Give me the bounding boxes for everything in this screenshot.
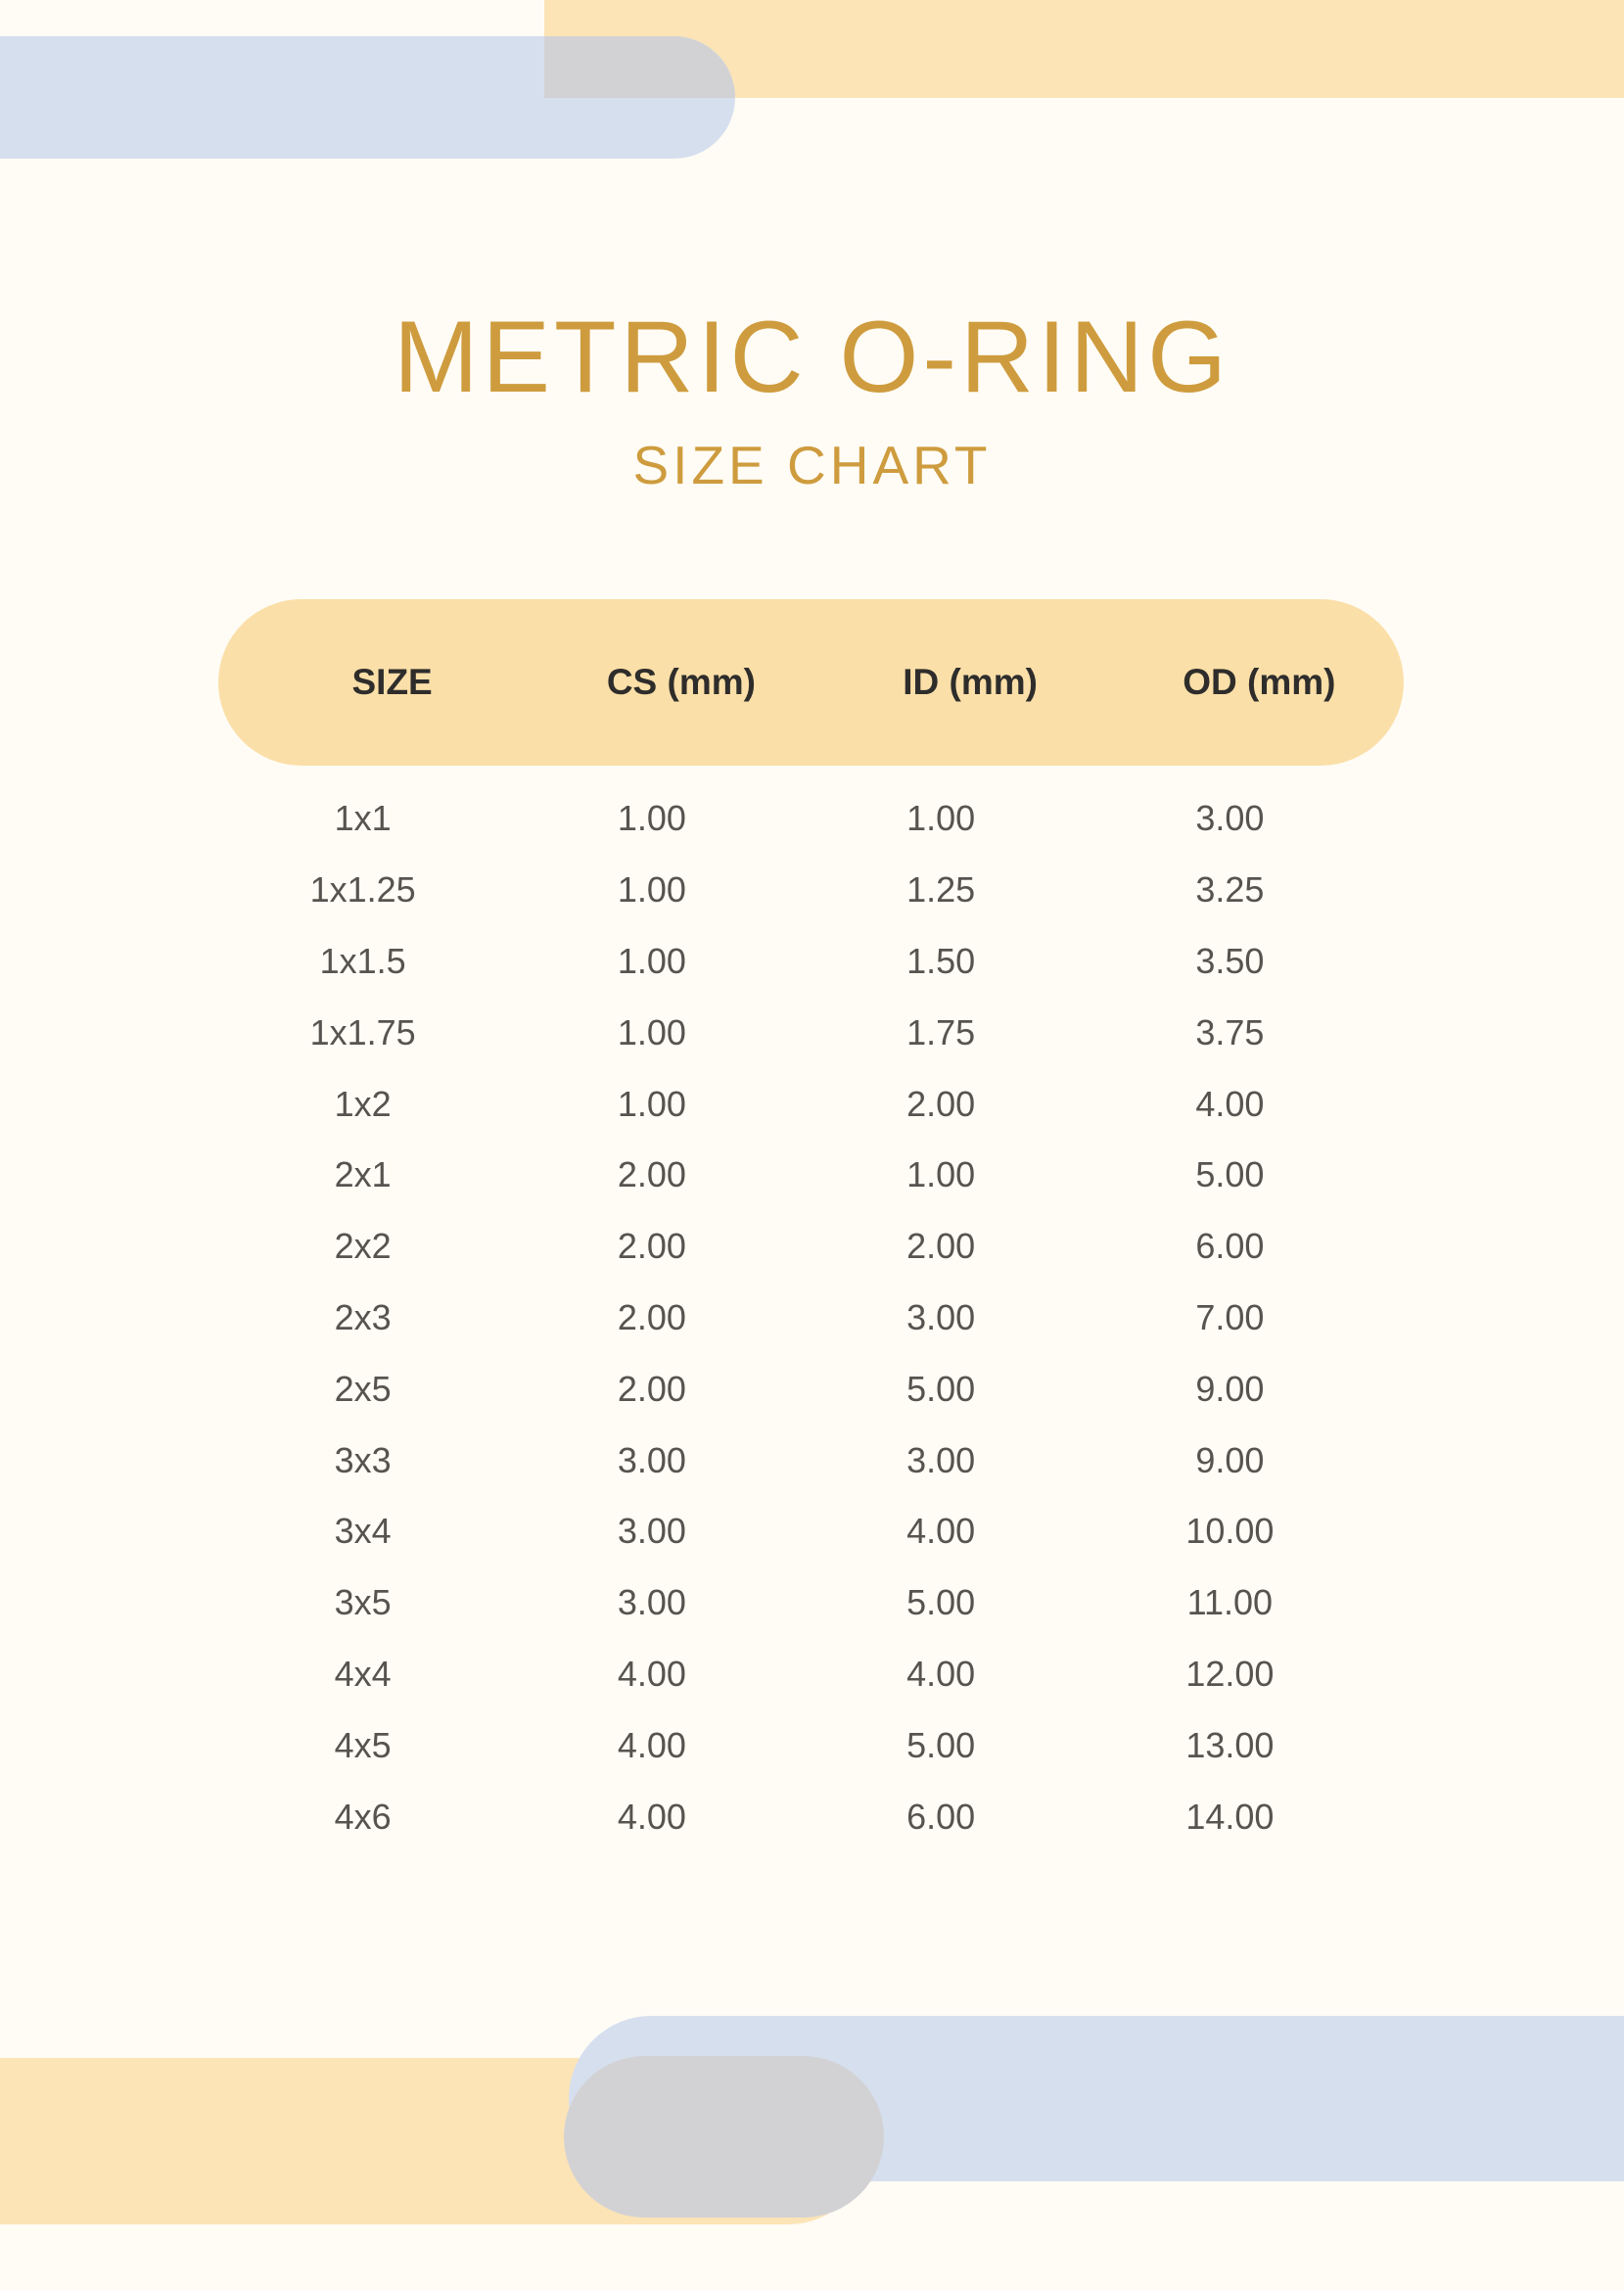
table-body: 1x1 1.00 1.00 3.00 1x1.25 1.00 1.25 3.25 1x1.5 1.… bbox=[218, 783, 1374, 1852]
od-cell: 3.25 bbox=[1195, 869, 1265, 911]
column-header-id: ID (mm) bbox=[903, 662, 1038, 702]
cs-cell: 1.00 bbox=[617, 940, 686, 981]
size-cell: 4x6 bbox=[334, 1796, 392, 1837]
table-row: 2x1 2.00 1.00 5.00 bbox=[218, 1140, 1374, 1211]
od-cell: 3.50 bbox=[1195, 940, 1265, 981]
cs-cell: 3.00 bbox=[617, 1582, 686, 1623]
cs-cell: 3.00 bbox=[617, 1511, 686, 1552]
size-cell: 1x1.75 bbox=[309, 1011, 416, 1052]
size-cell: 4x4 bbox=[334, 1653, 392, 1694]
cs-cell: 2.00 bbox=[617, 1154, 686, 1195]
table-row: 2x3 2.00 3.00 7.00 bbox=[218, 1283, 1374, 1354]
cs-cell: 2.00 bbox=[617, 1296, 686, 1337]
table-row: 4x6 4.00 6.00 14.00 bbox=[218, 1781, 1374, 1852]
size-cell: 1x1 bbox=[334, 798, 392, 839]
id-cell: 2.00 bbox=[906, 1226, 976, 1267]
od-cell: 12.00 bbox=[1185, 1653, 1275, 1694]
id-cell: 1.25 bbox=[906, 869, 976, 911]
cs-cell: 4.00 bbox=[617, 1724, 686, 1765]
table-row: 1x2 1.00 2.00 4.00 bbox=[218, 1068, 1374, 1140]
table-row: 1x1 1.00 1.00 3.00 bbox=[218, 783, 1374, 855]
id-cell: 3.00 bbox=[906, 1296, 976, 1337]
cs-cell: 4.00 bbox=[617, 1796, 686, 1837]
cs-cell: 3.00 bbox=[617, 1439, 686, 1480]
table-row: 2x2 2.00 2.00 6.00 bbox=[218, 1211, 1374, 1283]
od-cell: 5.00 bbox=[1195, 1154, 1265, 1195]
size-cell: 3x3 bbox=[334, 1439, 392, 1480]
od-cell: 3.00 bbox=[1195, 798, 1265, 839]
od-cell: 14.00 bbox=[1185, 1796, 1275, 1837]
cs-cell: 2.00 bbox=[617, 1226, 686, 1267]
table-row: 1x1.5 1.00 1.50 3.50 bbox=[218, 926, 1374, 998]
id-cell: 3.00 bbox=[906, 1439, 976, 1480]
top-overlap-shape bbox=[544, 36, 735, 98]
size-cell: 2x3 bbox=[334, 1296, 392, 1337]
table-row: 1x1.25 1.00 1.25 3.25 bbox=[218, 855, 1374, 926]
od-cell: 7.00 bbox=[1195, 1296, 1265, 1337]
size-cell: 3x5 bbox=[334, 1582, 392, 1623]
column-header-cs: CS (mm) bbox=[606, 662, 756, 702]
id-cell: 5.00 bbox=[906, 1724, 976, 1765]
column-header-od: OD (mm) bbox=[1183, 662, 1336, 702]
table-row: 1x1.75 1.00 1.75 3.75 bbox=[218, 997, 1374, 1068]
cs-cell: 1.00 bbox=[617, 1083, 686, 1124]
cs-cell: 4.00 bbox=[617, 1653, 686, 1694]
id-cell: 4.00 bbox=[906, 1653, 976, 1694]
table-header: SIZE CS (mm) ID (mm) OD (mm) bbox=[218, 599, 1404, 766]
od-cell: 3.75 bbox=[1195, 1011, 1265, 1052]
id-cell: 5.00 bbox=[906, 1582, 976, 1623]
size-cell: 2x2 bbox=[334, 1226, 392, 1267]
table-row: 3x4 3.00 4.00 10.00 bbox=[218, 1496, 1374, 1567]
id-cell: 1.00 bbox=[906, 1154, 976, 1195]
table-row: 4x4 4.00 4.00 12.00 bbox=[218, 1639, 1374, 1710]
id-cell: 6.00 bbox=[906, 1796, 976, 1837]
page-subtitle: SIZE CHART bbox=[632, 435, 992, 495]
cs-cell: 2.00 bbox=[617, 1368, 686, 1409]
size-cell: 1x2 bbox=[334, 1083, 392, 1124]
cs-cell: 1.00 bbox=[617, 798, 686, 839]
bottom-overlap-capsule bbox=[564, 2056, 884, 2218]
id-cell: 1.00 bbox=[906, 798, 976, 839]
size-cell: 1x1.25 bbox=[309, 869, 416, 911]
od-cell: 6.00 bbox=[1195, 1226, 1265, 1267]
od-cell: 13.00 bbox=[1185, 1724, 1275, 1765]
table-row: 2x5 2.00 5.00 9.00 bbox=[218, 1353, 1374, 1425]
cs-cell: 1.00 bbox=[617, 1011, 686, 1052]
size-cell: 2x1 bbox=[334, 1154, 392, 1195]
table-row: 3x3 3.00 3.00 9.00 bbox=[218, 1425, 1374, 1496]
page-title: METRIC O-RING bbox=[393, 300, 1231, 414]
od-cell: 9.00 bbox=[1195, 1439, 1265, 1480]
size-cell: 1x1.5 bbox=[319, 940, 406, 981]
size-cell: 4x5 bbox=[334, 1724, 392, 1765]
od-cell: 11.00 bbox=[1186, 1582, 1274, 1623]
od-cell: 9.00 bbox=[1195, 1368, 1265, 1409]
cs-cell: 1.00 bbox=[617, 869, 686, 911]
id-cell: 1.75 bbox=[906, 1011, 976, 1052]
column-header-size: SIZE bbox=[351, 662, 433, 702]
size-cell: 2x5 bbox=[334, 1368, 392, 1409]
od-cell: 4.00 bbox=[1195, 1083, 1265, 1124]
table-row: 3x5 3.00 5.00 11.00 bbox=[218, 1567, 1374, 1639]
id-cell: 5.00 bbox=[906, 1368, 976, 1409]
id-cell: 1.50 bbox=[906, 940, 976, 981]
od-cell: 10.00 bbox=[1185, 1511, 1275, 1552]
size-cell: 3x4 bbox=[334, 1511, 392, 1552]
table-row: 4x5 4.00 5.00 13.00 bbox=[218, 1709, 1374, 1781]
id-cell: 2.00 bbox=[906, 1083, 976, 1124]
id-cell: 4.00 bbox=[906, 1511, 976, 1552]
